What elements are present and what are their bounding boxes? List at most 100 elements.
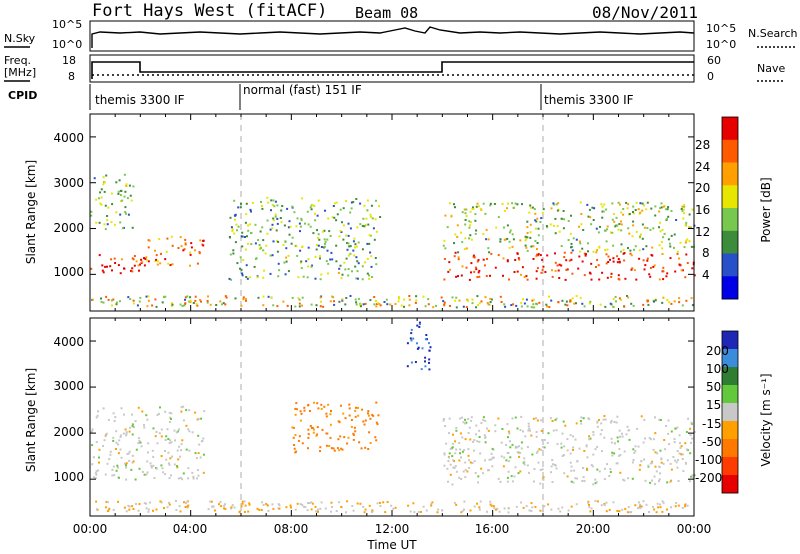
velocity-ytick-2000: 2000 [53,425,84,439]
scatter-cell [630,268,633,271]
scatter-cell [484,296,487,299]
scatter-cell [602,418,605,421]
scatter-cell [262,304,265,307]
scatter-cell [376,423,379,426]
scatter-cell [168,463,171,466]
scatter-cell [581,247,584,250]
scatter-cell [195,457,198,460]
scatter-cell [347,234,350,237]
scatter-cell [466,298,469,301]
scatter-cell [330,447,333,450]
cpid-segment-2: normal (fast) 151 IF [243,83,362,97]
scatter-cell [618,261,621,264]
scatter-cell [283,261,286,264]
scatter-cell [416,342,418,345]
scatter-cell [678,263,681,266]
scatter-cell [575,302,577,305]
scatter-cell [97,410,99,413]
scatter-cell [484,459,486,462]
scatter-cell [92,456,95,459]
scatter-cell [596,421,599,424]
scatter-cell [623,305,626,308]
scatter-cell [684,505,687,508]
scatter-cell [604,305,607,308]
scatter-cell [567,220,570,222]
scatter-cell [287,254,290,257]
scatter-cell [362,217,365,220]
scatter-cell [590,278,593,281]
scatter-cell [478,436,481,438]
frequency-panel: Freq. [MHz] 18 8 60 0 Nave [4,54,785,83]
scatter-cell [333,216,336,219]
scatter-cell [532,298,535,301]
scatter-cell [617,201,620,204]
scatter-cell [612,501,615,504]
scatter-cell [369,215,372,218]
scatter-cell [680,453,683,456]
scatter-cell [132,258,135,261]
scatter-cell [106,215,109,217]
scatter-cell [546,226,549,229]
scatter-cell [441,509,444,512]
scatter-cell [627,247,629,249]
scatter-cell [138,300,141,303]
scatter-cell [550,299,553,302]
scatter-cell [691,474,694,477]
scatter-cell [580,416,583,419]
scatter-cell [196,304,199,307]
scatter-cell [326,238,329,241]
noise-left-label: N.Sky [4,32,36,45]
scatter-cell [657,506,660,509]
scatter-cell [611,218,614,221]
scatter-cell [189,253,192,256]
scatter-cell [102,183,105,186]
scatter-cell [596,425,599,428]
scatter-cell [253,265,256,268]
scatter-cell [666,299,669,301]
scatter-cell [616,255,619,258]
scatter-cell [151,449,154,452]
scatter-cell [361,408,364,411]
scatter-cell [474,213,477,216]
scatter-cell [309,410,311,412]
scatter-cell [609,421,612,424]
scatter-cell [489,297,492,300]
scatter-cell [267,295,270,298]
scatter-cell [219,300,222,303]
scatter-cell [523,276,526,278]
scatter-cell [111,269,113,272]
scatter-cell [184,238,187,241]
date-title: 08/Nov/2011 [592,3,698,22]
scatter-cell [115,181,118,184]
scatter-cell [641,202,644,205]
scatter-cell [299,249,302,252]
scatter-cell [667,419,670,422]
x-tick-4: 16:00 [475,522,510,536]
scatter-cell [132,508,135,510]
scatter-cell [127,213,130,216]
scatter-cell [690,245,693,248]
scatter-cell [273,205,276,208]
scatter-cell [546,305,549,308]
scatter-cell [518,445,521,448]
scatter-cell [595,227,598,230]
scatter-cell [570,465,573,468]
scatter-cell [670,430,673,433]
scatter-cell [605,510,608,513]
scatter-cell [244,221,247,224]
scatter-cell [231,228,234,231]
scatter-cell [538,448,541,451]
scatter-cell [640,233,642,236]
scatter-cell [516,451,519,454]
scatter-cell [443,239,446,242]
scatter-cell [301,197,304,200]
scatter-cell [310,208,313,211]
scatter-cell [224,503,227,506]
scatter-cell [554,261,557,264]
scatter-cell [330,501,333,504]
scatter-cell [647,299,649,302]
scatter-cell [559,510,562,513]
scatter-cell [270,199,273,202]
scatter-cell [335,260,338,263]
scatter-cell [653,508,656,511]
